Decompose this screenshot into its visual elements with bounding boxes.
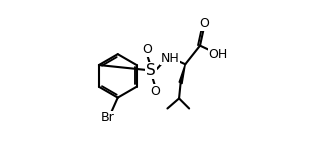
Polygon shape bbox=[179, 64, 185, 84]
Text: O: O bbox=[150, 85, 160, 98]
Text: O: O bbox=[142, 43, 152, 56]
Text: Br: Br bbox=[101, 111, 114, 124]
Text: O: O bbox=[200, 17, 210, 30]
Text: NH: NH bbox=[160, 52, 179, 65]
Text: OH: OH bbox=[208, 48, 228, 61]
Text: S: S bbox=[146, 63, 156, 78]
